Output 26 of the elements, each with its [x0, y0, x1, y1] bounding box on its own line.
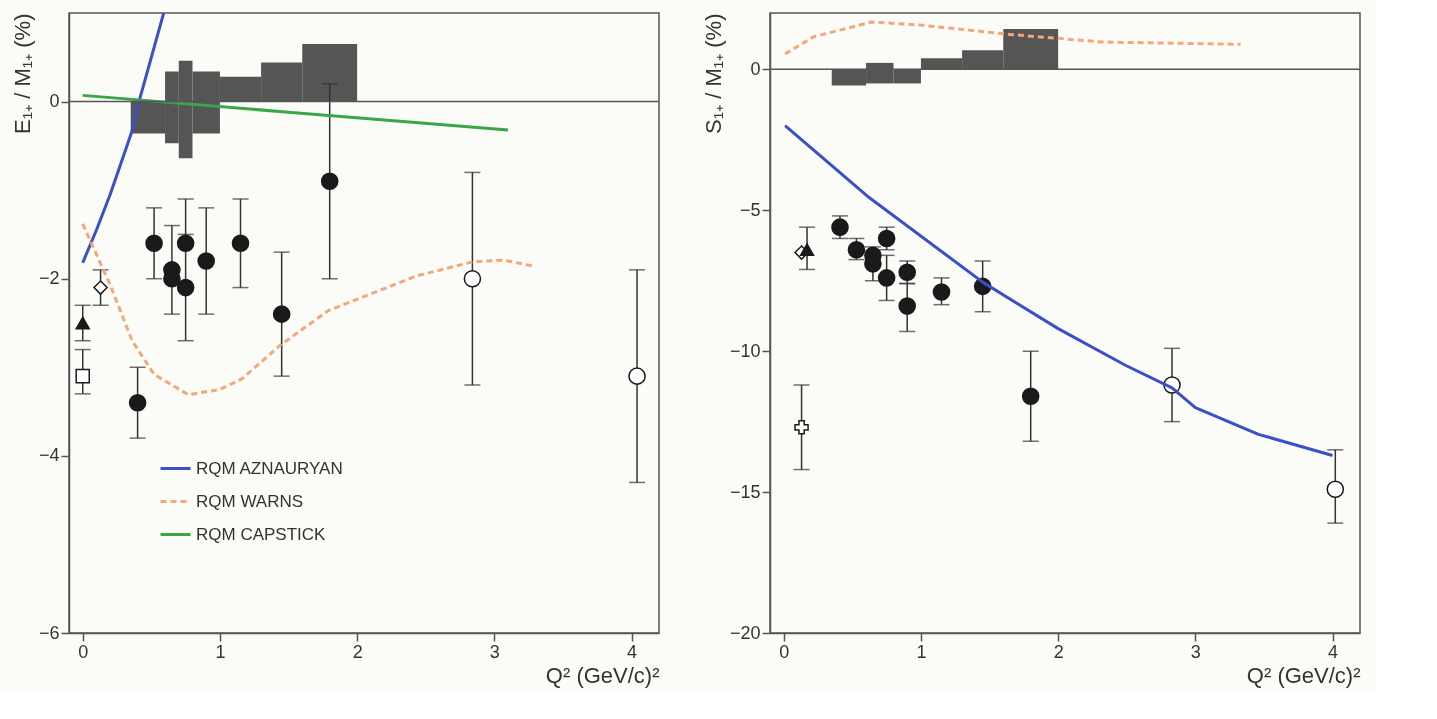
x-tick-label: 2 — [1053, 641, 1064, 662]
x-tick-label: 3 — [1190, 641, 1201, 662]
x-tick-label: 4 — [627, 641, 638, 662]
x-tick-label: 0 — [78, 641, 89, 662]
legend-label: RQM AZNAURYAN — [196, 458, 343, 478]
legend-label: RQM WARNS — [196, 491, 304, 511]
y-tick-label: −6 — [38, 622, 60, 643]
x-axis-title: Q² (GeV/c)² — [1246, 662, 1361, 688]
y-tick-label: −15 — [729, 481, 761, 502]
y-tick-label: 0 — [750, 58, 761, 79]
y-tick-label: −10 — [729, 340, 761, 361]
x-tick-label: 2 — [352, 641, 363, 662]
x-tick-label: 1 — [916, 641, 927, 662]
x-tick-label: 4 — [1328, 641, 1339, 662]
y-tick-label: −2 — [38, 268, 60, 289]
y-axis-title: E₁₊ / M₁₊ (%) — [9, 13, 35, 135]
y-tick-label: −20 — [729, 622, 761, 643]
y-tick-label: 0 — [49, 91, 60, 112]
y-tick-label: −5 — [739, 199, 761, 220]
x-tick-label: 3 — [489, 641, 500, 662]
y-tick-label: −4 — [38, 445, 60, 466]
x-axis-title: Q² (GeV/c)² — [545, 662, 660, 688]
x-tick-label: 0 — [779, 641, 790, 662]
legend-label: RQM CAPSTICK — [196, 524, 327, 544]
y-axis-title: S₁₊ / M₁₊ (%) — [700, 13, 726, 135]
x-tick-label: 1 — [215, 641, 226, 662]
